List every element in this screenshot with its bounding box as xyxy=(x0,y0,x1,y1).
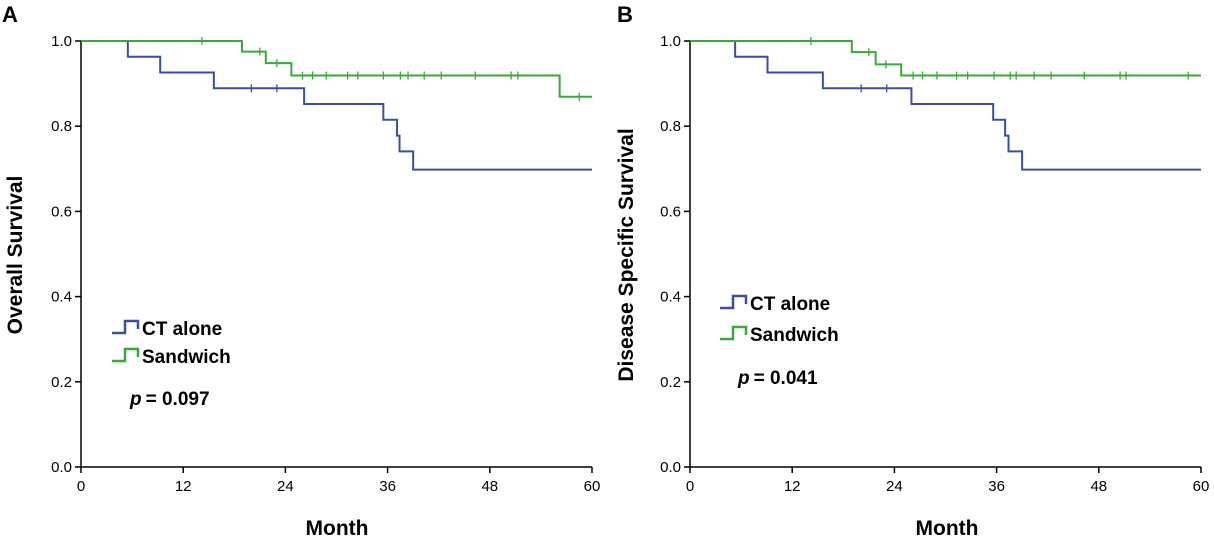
panel-b: B Disease Specific Survival Month 0.0 0.2… xyxy=(615,2,1209,540)
panel-b-x-tick-label: 60 xyxy=(1193,478,1210,495)
panel-b-p-number: = 0.041 xyxy=(754,368,818,389)
panel-b-y-tick-label: 0.0 xyxy=(660,459,681,476)
panel-b-p-value: p = 0.041 xyxy=(737,368,818,389)
panel-b-legend-label-sandwich: Sandwich xyxy=(750,325,839,346)
panel-a-x-tick-label: 24 xyxy=(277,478,294,495)
panel-a: A Overall Survival Month 0.0 0.2 0.4 0.6 0.8… xyxy=(2,2,600,540)
panel-a-y-tick-label: 1.0 xyxy=(51,33,72,50)
panel-a-axes: 0.0 0.2 0.4 0.6 0.8 1.0 0 12 24 36 48 60 xyxy=(51,33,600,495)
panel-b-curves xyxy=(690,37,1201,171)
panel-b-y-tick-label: 0.4 xyxy=(660,289,681,306)
panel-b-x-tick-label: 0 xyxy=(686,478,694,495)
panel-a-x-tick-label: 0 xyxy=(77,478,85,495)
panel-b-curve-sandwich xyxy=(690,40,1201,77)
panel-a-legend-symbol-ct-alone xyxy=(112,319,140,335)
panel-b-y-tick-label: 0.8 xyxy=(660,118,681,135)
panel-b-x-tick-label: 12 xyxy=(784,478,801,495)
panel-a-x-tick-label: 48 xyxy=(481,478,498,495)
panel-a-legend: CT alone Sandwich xyxy=(112,319,231,368)
panel-a-y-tick-label: 0.4 xyxy=(51,289,72,306)
panel-a-curve-ct-alone xyxy=(81,40,592,171)
panel-b-y-tick-label: 0.6 xyxy=(660,203,681,220)
panel-b-x-tick-label: 24 xyxy=(886,478,903,495)
panel-b-label: B xyxy=(617,2,633,27)
panel-b-y-tick-label: 0.2 xyxy=(660,374,681,391)
panel-a-p-symbol: p xyxy=(129,389,142,410)
panel-a-x-axis-title: Month xyxy=(306,517,369,540)
panel-a-y-axis-title: Overall Survival xyxy=(4,176,27,335)
panel-a-x-tick-label: 12 xyxy=(175,478,192,495)
panel-a-y-tick-label: 0.2 xyxy=(51,374,72,391)
panel-a-legend-symbol-sandwich xyxy=(112,347,140,363)
panel-a-x-tick-label: 36 xyxy=(379,478,396,495)
panel-b-legend-label-ct-alone: CT alone xyxy=(750,294,830,315)
panel-a-curve-sandwich xyxy=(81,40,592,98)
panel-a-legend-label-sandwich: Sandwich xyxy=(142,347,231,368)
panel-a-y-tick-label: 0.8 xyxy=(51,118,72,135)
panel-b-curve-ct-alone xyxy=(690,40,1201,171)
panel-a-y-tick-label: 0.0 xyxy=(51,459,72,476)
panel-a-label: A xyxy=(2,2,18,27)
panel-b-legend-symbol-sandwich xyxy=(720,325,748,341)
panel-a-x-tick-label: 60 xyxy=(584,478,601,495)
panel-b-x-axis-title: Month xyxy=(916,517,979,540)
panel-b-axes: 0.0 0.2 0.4 0.6 0.8 1.0 0 12 24 36 48 60 xyxy=(660,33,1209,495)
panel-a-y-tick-label: 0.6 xyxy=(51,203,72,220)
panel-a-p-value: p = 0.097 xyxy=(129,389,210,410)
panel-b-x-tick-label: 36 xyxy=(988,478,1005,495)
panel-b-p-symbol: p xyxy=(737,368,750,389)
panel-b-y-axis-title: Disease Specific Survival xyxy=(615,128,638,381)
panel-b-legend: CT alone Sandwich xyxy=(720,294,839,346)
panel-b-legend-symbol-ct-alone xyxy=(720,294,748,310)
panel-b-x-tick-label: 48 xyxy=(1090,478,1107,495)
panel-b-y-tick-label: 1.0 xyxy=(660,33,681,50)
panel-a-curves xyxy=(81,37,592,171)
panel-a-legend-label-ct-alone: CT alone xyxy=(142,319,222,340)
panel-a-p-number: = 0.097 xyxy=(146,389,210,410)
